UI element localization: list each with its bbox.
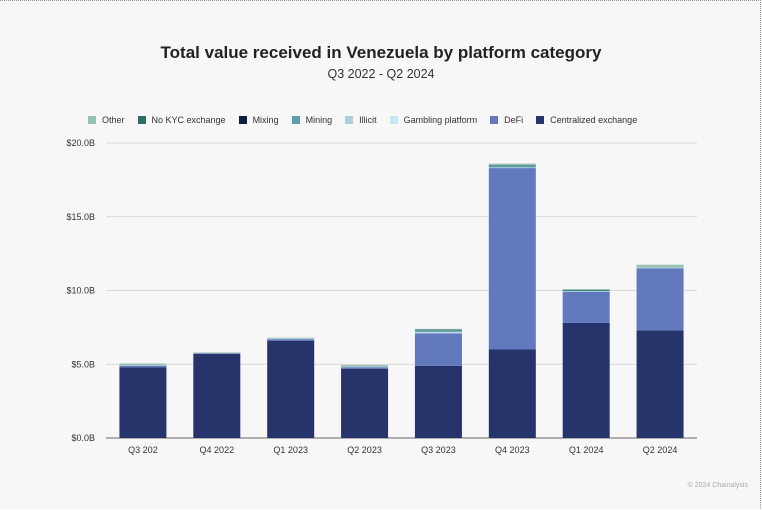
bar-centralized-exchange-q1-2024 [562, 322, 610, 438]
x-tick-label: Q1 2024 [569, 445, 604, 455]
bar-defi-q3-2023 [414, 333, 462, 366]
legend-swatch [88, 116, 96, 124]
x-tick-label: Q2 2023 [347, 445, 382, 455]
bar-no-kyc-exchange-q4-2023 [488, 165, 536, 166]
legend-item-mining: Mining [291, 115, 333, 125]
legend-item-other: Other [88, 115, 125, 125]
bar-centralized-exchange-q2-2023 [341, 368, 389, 438]
legend-swatch [490, 116, 499, 124]
bar-defi-q3-202 [119, 365, 167, 368]
legend-item-gambling-platform: Gambling platform [389, 115, 478, 125]
x-tick-label: Q4 2023 [495, 445, 530, 455]
chart-legend: Other No KYC exchange Mixing Mining Illicit G… [88, 113, 650, 127]
bar-other-q4-2023 [488, 163, 536, 166]
bar-illicit-q3-2023 [414, 331, 462, 333]
legend-label: Gambling platform [403, 115, 478, 125]
bar-centralized-exchange-q4-2023 [488, 349, 536, 438]
x-tick-label: Q2 2024 [643, 445, 678, 455]
bar-no-kyc-exchange-q3-2023 [414, 329, 462, 331]
x-tick-label: Q4 2022 [200, 445, 235, 455]
legend-label: Mining [305, 115, 333, 125]
bar-illicit-q1-2024 [562, 291, 610, 292]
legend-item-no-kyc-exchange: No KYC exchange [137, 115, 226, 125]
y-tick-label: $20.0B [66, 138, 95, 148]
y-tick-label: $5.0B [71, 359, 95, 369]
bar-illicit-q3-202 [119, 364, 167, 366]
bar-centralized-exchange-q1-2023 [267, 340, 315, 438]
y-tick-label: $10.0B [66, 286, 95, 296]
legend-swatch [389, 116, 398, 124]
legend-swatch [536, 116, 545, 124]
bar-defi-q2-2024 [636, 268, 684, 331]
legend-label: DeFi [504, 115, 524, 125]
bar-centralized-exchange-q3-2023 [414, 365, 462, 438]
bar-illicit-q2-2024 [636, 267, 684, 269]
legend-swatch [137, 116, 146, 124]
chart-subtitle: Q3 2022 - Q2 2024 [327, 67, 435, 81]
bar-mining-q4-2023 [488, 165, 536, 168]
bar-mining-q1-2024 [562, 290, 610, 292]
y-tick-label: $0.0B [71, 433, 95, 443]
bar-illicit-q1-2023 [267, 338, 315, 340]
legend-label: Illicit [359, 115, 377, 125]
bar-other-q4-2022 [193, 352, 241, 354]
bar-mining-q3-2023 [414, 330, 462, 332]
legend-item-mixing: Mixing [238, 115, 279, 125]
x-tick-label: Q3 2023 [421, 445, 456, 455]
legend-swatch [345, 116, 354, 124]
bar-defi-q1-2023 [267, 339, 315, 341]
bar-illicit-q2-2023 [341, 366, 389, 368]
legend-item-defi: DeFi [490, 115, 523, 125]
bar-other-q1-2023 [267, 337, 315, 339]
legend-item-illicit: Illicit [345, 115, 377, 125]
bar-other-q2-2024 [636, 264, 684, 268]
bar-defi-q1-2024 [562, 291, 610, 323]
credit-text: © 2024 Chainalysis [687, 482, 748, 489]
legend-swatch [291, 116, 300, 124]
legend-label: No KYC exchange [151, 115, 226, 125]
legend-label: Other [102, 115, 125, 125]
bar-defi-q2-2023 [341, 367, 389, 369]
bar-gambling-platform-q3-2023 [414, 332, 462, 334]
bar-other-q2-2023 [341, 364, 389, 367]
x-tick-label: Q3 202 [128, 445, 158, 455]
bar-defi-q4-2023 [488, 168, 536, 350]
legend-label: Centralized exchange [550, 115, 638, 125]
bar-other-q3-202 [119, 363, 167, 365]
legend-label: Mixing [252, 115, 279, 125]
y-tick-label: $15.0B [66, 212, 95, 222]
bar-no-kyc-exchange-q1-2024 [562, 289, 610, 291]
bar-defi-q4-2022 [193, 353, 241, 354]
bar-centralized-exchange-q2-2024 [636, 330, 684, 438]
chart-title: Total value received in Venezuela by pla… [160, 43, 602, 62]
bar-centralized-exchange-q4-2022 [193, 353, 241, 438]
bar-other-q3-2023 [414, 328, 462, 330]
bar-other-q1-2024 [562, 289, 610, 290]
legend-swatch [238, 116, 247, 124]
bar-illicit-q4-2023 [488, 167, 536, 169]
legend-item-centralized-exchange: Centralized exchange [536, 115, 637, 125]
x-tick-label: Q1 2023 [273, 445, 308, 455]
bar-centralized-exchange-q3-202 [119, 367, 167, 438]
